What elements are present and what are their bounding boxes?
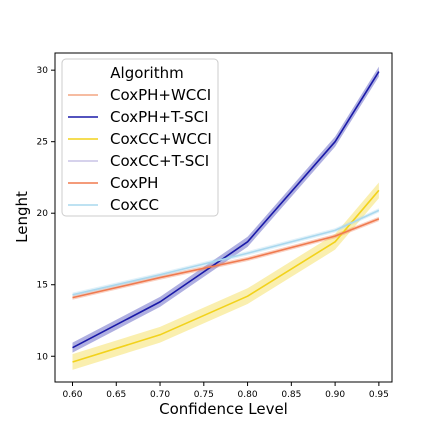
legend-label-coxcc-wcci: CoxCC+WCCI [110, 130, 212, 148]
line-coxcc-wcci [72, 189, 380, 363]
x-tick-label: 0.60 [62, 390, 82, 400]
legend-items: CoxPH+WCCI CoxPH+T-SCI CoxCC+WCCI CoxCC+T-S… [68, 86, 212, 214]
legend-label-coxcc-t-sci: CoxCC+T-SCI [110, 152, 209, 170]
line-coxph [72, 218, 380, 299]
x-axis-label: Confidence Level [159, 400, 288, 418]
band-coxcc-wcci [72, 182, 379, 370]
plot-frame [54, 52, 393, 383]
y-axis-label: Lenght [13, 191, 31, 243]
legend-label-coxph-t-sci: CoxPH+T-SCI [110, 108, 209, 126]
y-tick-label: 30 [37, 66, 49, 76]
series-lines [72, 71, 380, 363]
x-tick-label: 0.95 [369, 390, 389, 400]
legend-label-coxcc: CoxCC [110, 196, 159, 214]
band-coxph [72, 216, 379, 300]
legend: Algorithm CoxPH+WCCI CoxPH+T-SCI CoxCC+WCC… [61, 58, 219, 217]
x-tick-label: 0.80 [238, 390, 258, 400]
x-tick-label: 0.75 [194, 390, 214, 400]
x-tick-label: 0.90 [325, 390, 345, 400]
y-tick-label: 15 [37, 281, 48, 291]
y-axis-ticks: 10 15 20 25 30 [37, 66, 55, 362]
line-coxph-t-sci [72, 71, 380, 349]
x-tick-label: 0.70 [150, 390, 170, 400]
y-tick-label: 10 [37, 352, 49, 362]
legend-label-coxph-wcci: CoxPH+WCCI [110, 86, 211, 104]
x-axis-ticks: 0.60 0.65 0.70 0.75 0.80 0.85 0.90 0.95 [62, 382, 389, 400]
y-tick-label: 20 [37, 209, 49, 219]
x-tick-label: 0.65 [106, 390, 126, 400]
legend-box [61, 58, 219, 217]
x-tick-label: 0.85 [281, 390, 301, 400]
legend-label-coxph: CoxPH [110, 174, 158, 192]
y-tick-label: 25 [37, 138, 48, 148]
legend-title: Algorithm [110, 64, 183, 82]
line-coxcc [72, 209, 380, 296]
